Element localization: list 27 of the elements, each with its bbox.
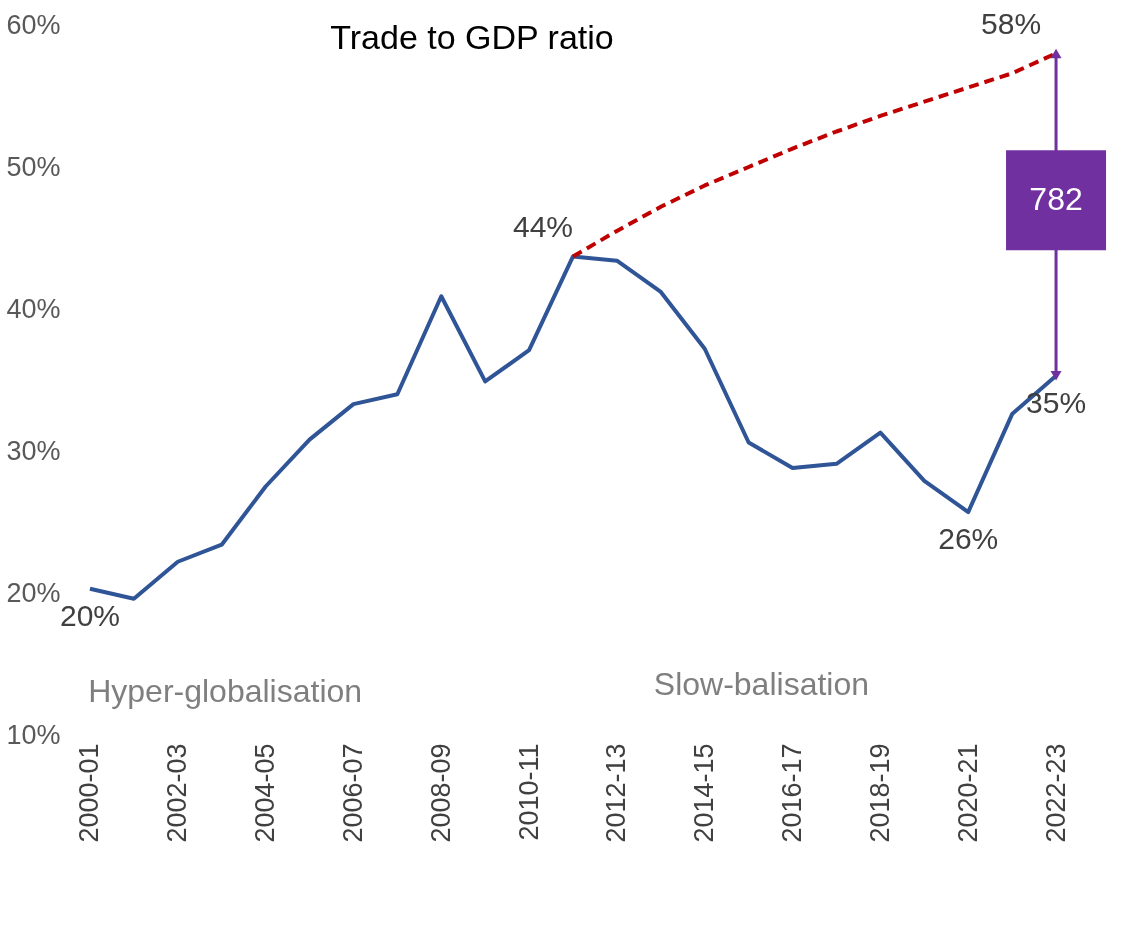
chart-title: Trade to GDP ratio: [330, 18, 614, 56]
x-tick-label: 2010-11: [513, 743, 544, 841]
x-tick-label: 2012-13: [601, 743, 632, 843]
y-tick-label: 50%: [6, 151, 61, 182]
x-tick-label: 2020-21: [952, 743, 983, 843]
x-tick-label: 2008-09: [425, 743, 456, 843]
data-label: 26%: [938, 522, 999, 556]
x-tick-label: 2006-07: [337, 743, 368, 843]
x-tick-label: 2022-23: [1040, 743, 1071, 843]
x-tick-label: 2000-01: [74, 743, 105, 843]
x-tick-label: 2016-17: [777, 743, 808, 843]
y-tick-label: 60%: [6, 9, 61, 40]
x-tick-label: 2018-19: [864, 743, 895, 843]
data-label: 20%: [59, 598, 120, 632]
data-label: 44%: [512, 210, 574, 244]
x-tick-label: 2002-03: [162, 743, 193, 843]
data-label: 35%: [1026, 385, 1087, 419]
y-tick-label: 30%: [6, 435, 61, 466]
y-tick-label: 40%: [6, 293, 61, 324]
y-tick-label: 10%: [6, 719, 61, 750]
annotation: Slow-balisation: [653, 666, 870, 703]
data-label: 58%: [981, 7, 1042, 41]
x-tick-label: 2014-15: [689, 743, 720, 843]
y-tick-label: 20%: [6, 577, 61, 608]
annotation: Hyper-globalisation: [88, 673, 363, 710]
annotation: 782: [1029, 181, 1083, 218]
x-tick-label: 2004-05: [250, 743, 281, 843]
